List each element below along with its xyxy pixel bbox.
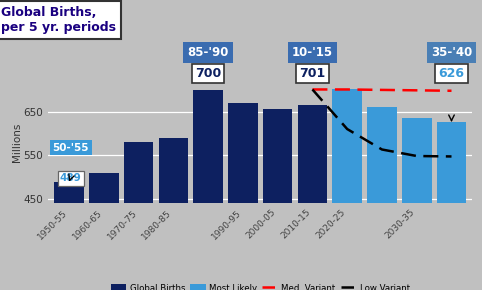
Text: 700: 700 bbox=[195, 67, 221, 80]
Text: 626: 626 bbox=[439, 67, 465, 80]
Bar bbox=[124, 142, 153, 290]
Text: 85-'90: 85-'90 bbox=[187, 46, 229, 59]
Bar bbox=[228, 103, 258, 290]
Bar bbox=[402, 118, 431, 290]
Text: 50-'55: 50-'55 bbox=[53, 143, 89, 153]
Legend: Global Births, Most Likely, Med. Variant, Low Variant: Global Births, Most Likely, Med. Variant… bbox=[107, 280, 414, 290]
Bar bbox=[193, 90, 223, 290]
Bar bbox=[89, 173, 119, 290]
Bar bbox=[263, 110, 293, 290]
Y-axis label: Millions: Millions bbox=[12, 122, 22, 162]
Bar bbox=[298, 105, 327, 290]
Text: 10-'15: 10-'15 bbox=[292, 46, 333, 59]
Bar bbox=[159, 138, 188, 290]
Text: 489: 489 bbox=[60, 173, 81, 183]
Bar bbox=[54, 182, 84, 290]
Bar bbox=[437, 122, 466, 290]
Text: 35-'40: 35-'40 bbox=[431, 46, 472, 59]
Text: Global Births,
per 5 yr. periods: Global Births, per 5 yr. periods bbox=[1, 6, 117, 34]
Bar bbox=[333, 90, 362, 290]
Text: 701: 701 bbox=[299, 67, 325, 80]
Bar bbox=[367, 107, 397, 290]
